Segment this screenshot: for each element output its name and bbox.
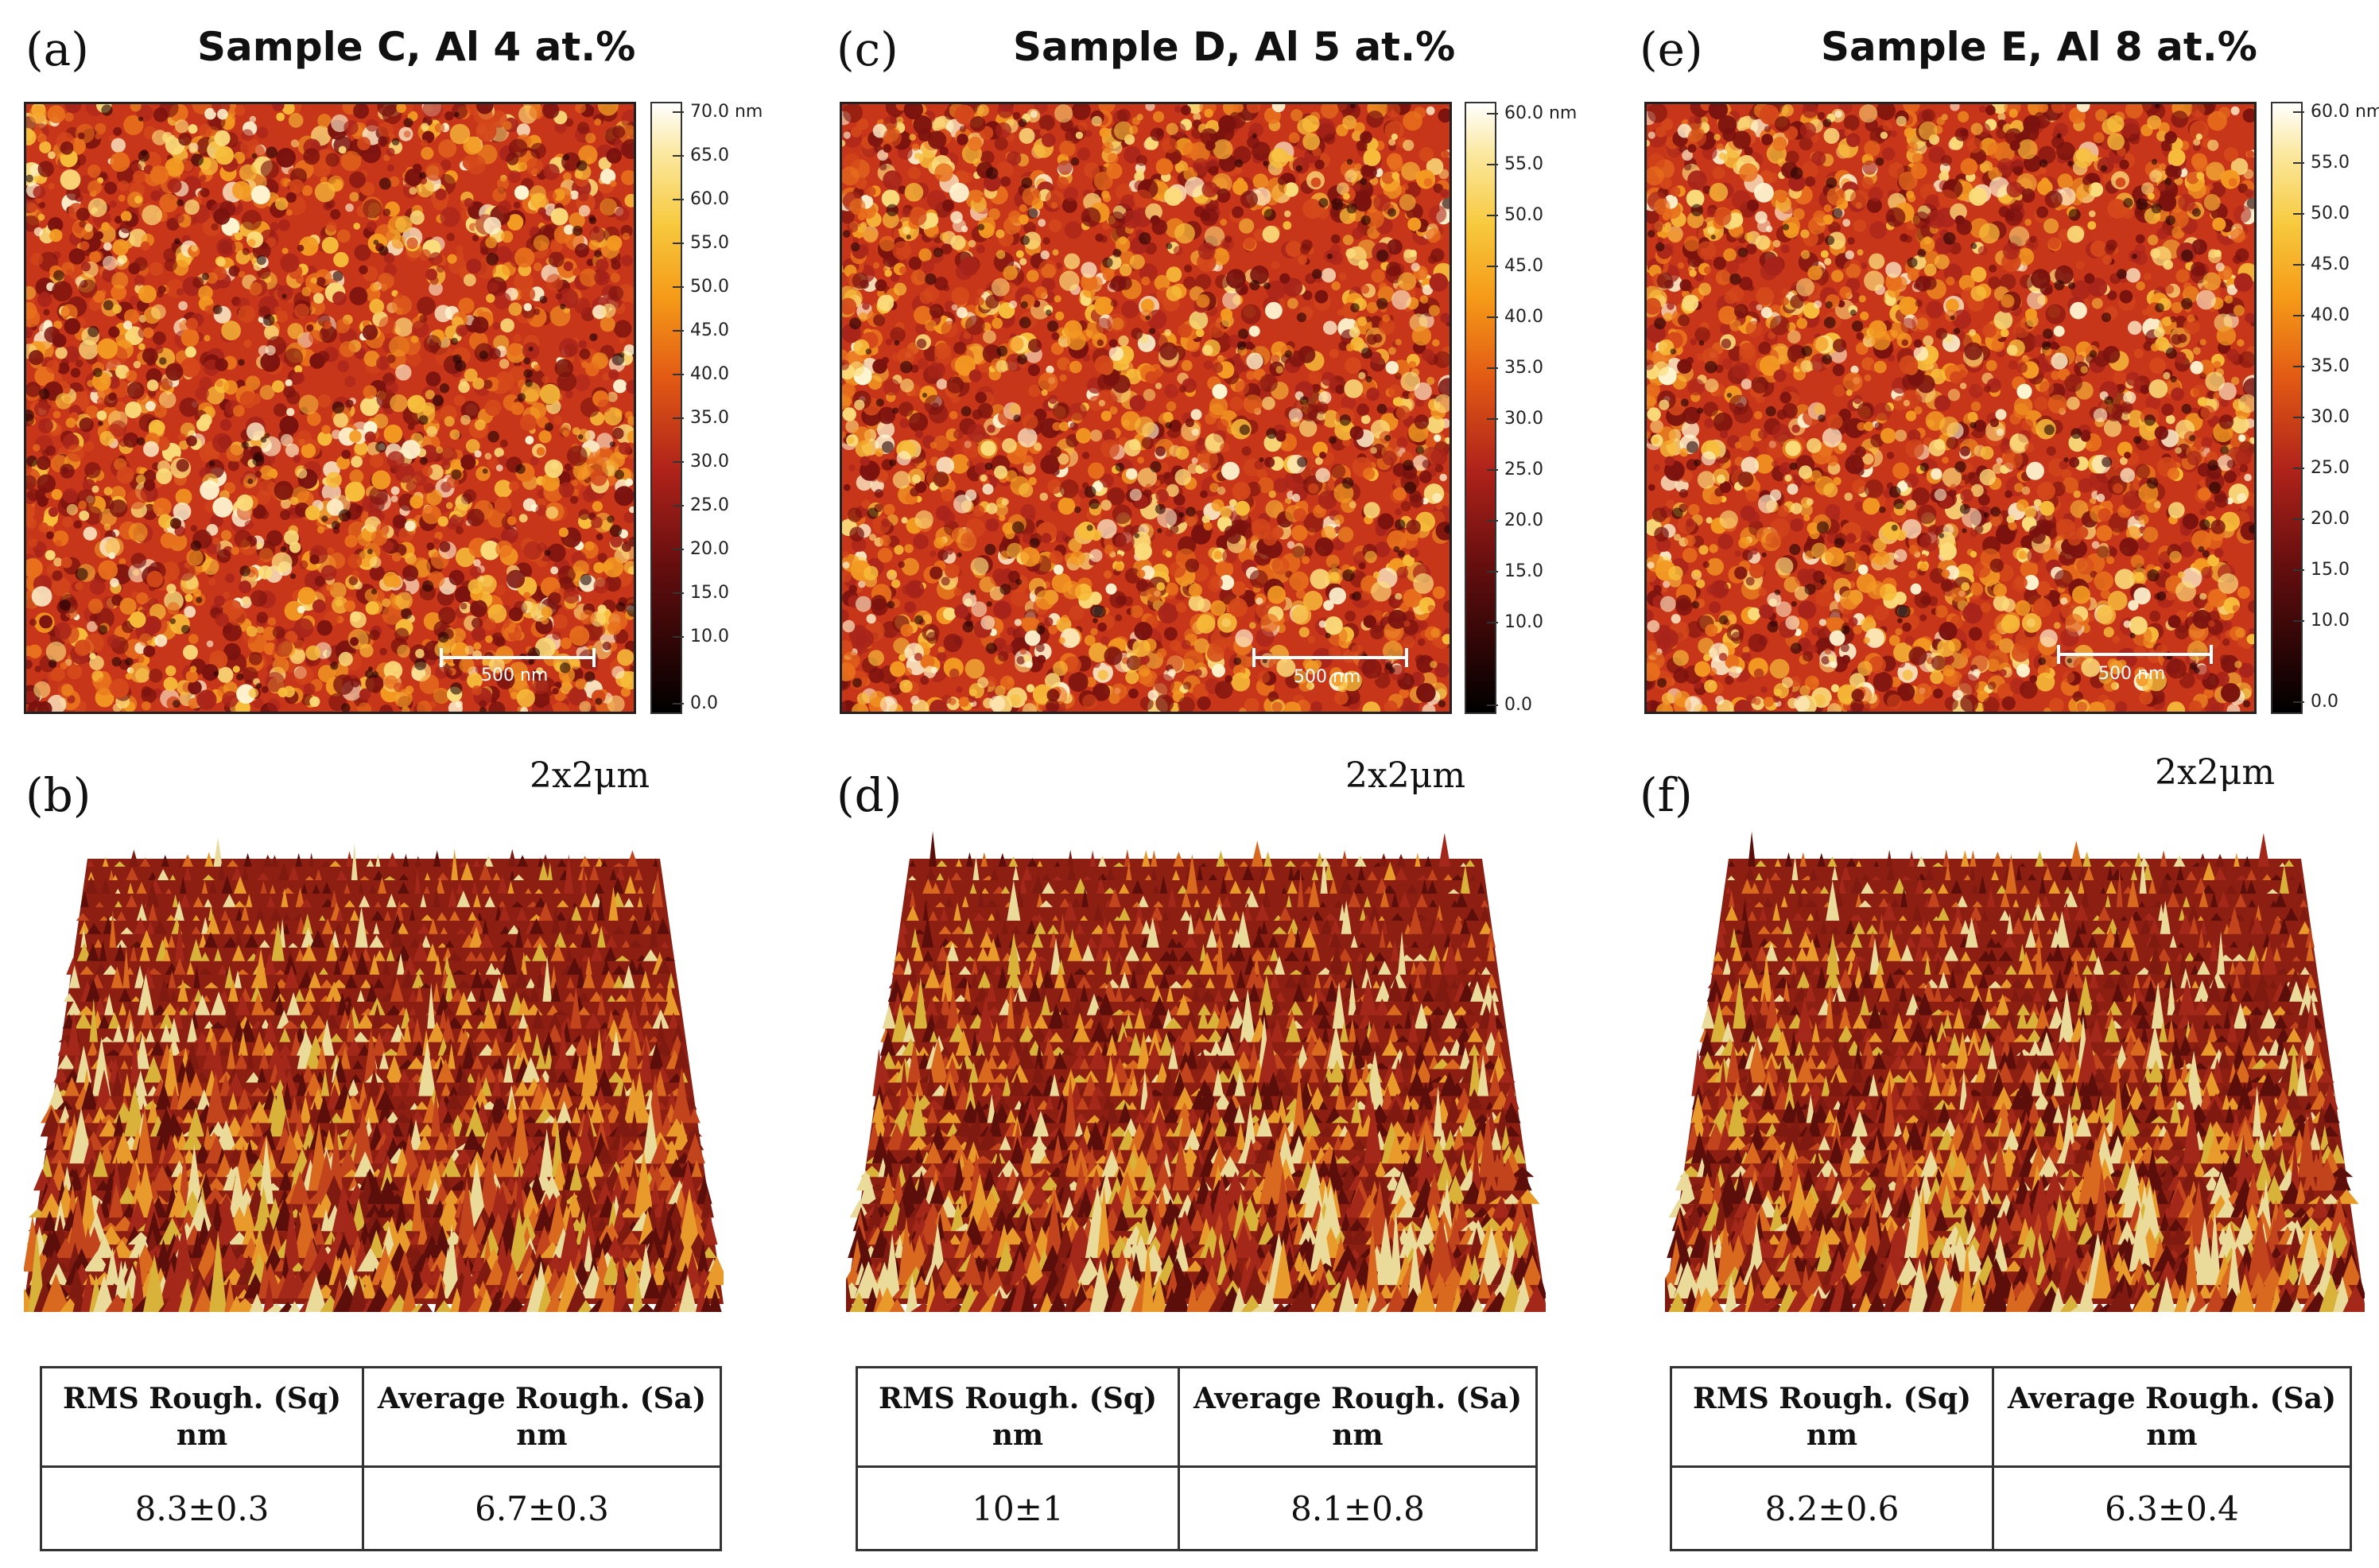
colorbar-tick: 30.0 [673, 452, 729, 472]
colorbar-tick: 40.0 [1487, 307, 1543, 327]
colorbar-tick: 0.0 [2293, 692, 2338, 712]
panel-label-a: (a) [25, 22, 89, 76]
scan-size-label: 2x2μm [530, 755, 650, 796]
colorbar-tick: 35.0 [1487, 358, 1543, 378]
scale-bar-label: 500 nm [2098, 664, 2166, 684]
afm-3d-surface [846, 831, 1546, 1312]
afm-height-map: 500 nm [840, 102, 1452, 714]
panel-label-d: (d) [836, 768, 902, 822]
avg-value: 8.1±0.8 [1178, 1465, 1538, 1551]
colorbar-tick: 65.0 [673, 146, 729, 165]
scale-bar-label: 500 nm [1294, 667, 1361, 687]
colorbar-tick: 40.0 [673, 364, 729, 384]
colorbar-tick: 35.0 [2293, 356, 2350, 376]
colorbar-tick: 45.0 [673, 320, 729, 340]
avg-value: 6.7±0.3 [362, 1465, 722, 1551]
colorbar-tick: 50.0 [2293, 204, 2350, 223]
colorbar-tick: 50.0 [673, 277, 729, 297]
color-scale-bar [2271, 102, 2303, 714]
panel-label-b: (b) [25, 768, 91, 822]
rms-value: 8.3±0.3 [40, 1465, 364, 1551]
panel-title: Sample D, Al 5 at.% [1013, 24, 1456, 70]
colorbar-tick: 70.0 nm [672, 102, 763, 122]
colorbar-tick: 25.0 [673, 495, 729, 515]
avg-header: Average Rough. (Sa) nm [362, 1366, 722, 1468]
rms-header: RMS Rough. (Sq) nm [40, 1366, 364, 1468]
rms-header: RMS Rough. (Sq) nm [856, 1366, 1180, 1468]
colorbar-tick: 10.0 [1487, 612, 1543, 632]
colorbar-tick: 10.0 [2293, 611, 2350, 631]
avg-value: 6.3±0.4 [1992, 1465, 2352, 1551]
colorbar-tick: 60.0 nm [2292, 102, 2379, 122]
colorbar-tick: 45.0 [2293, 254, 2350, 274]
colorbar-tick: 55.0 [2293, 153, 2350, 173]
panel-column-2: (c) Sample D, Al 5 at.% 500 nm 60.0 nm 5… [814, 0, 1577, 1568]
colorbar-tick: 35.0 [673, 408, 729, 428]
panel-label-e: (e) [1640, 22, 1703, 76]
rms-header: RMS Rough. (Sq) nm [1670, 1366, 1994, 1468]
colorbar-tick: 20.0 [2293, 509, 2350, 529]
colorbar-tick: 15.0 [673, 583, 729, 603]
colorbar-tick: 40.0 [2293, 305, 2350, 325]
colorbar-tick: 0.0 [673, 693, 718, 713]
colorbar-tick: 25.0 [1487, 460, 1543, 479]
colorbar-tick: 20.0 [673, 539, 729, 559]
color-scale-bar [650, 102, 682, 714]
colorbar-tick: 55.0 [1487, 154, 1543, 174]
scale-bar [440, 648, 596, 667]
scan-size-label: 2x2μm [1345, 755, 1466, 796]
colorbar-tick: 55.0 [673, 233, 729, 253]
colorbar-tick: 20.0 [1487, 510, 1543, 530]
color-scale-bar [1465, 102, 1496, 714]
afm-height-map: 500 nm [24, 102, 636, 714]
colorbar-tick: 15.0 [2293, 560, 2350, 580]
scan-size-label: 2x2μm [2155, 752, 2276, 793]
roughness-table: RMS Rough. (Sq) nm Average Rough. (Sa) n… [856, 1366, 1538, 1551]
colorbar-tick: 30.0 [2293, 407, 2350, 427]
panel-column-3: (e) Sample E, Al 8 at.% 500 nm 60.0 nm 5… [1617, 0, 2379, 1568]
colorbar-tick: 50.0 [1487, 205, 1543, 225]
colorbar-tick: 30.0 [1487, 409, 1543, 429]
avg-header: Average Rough. (Sa) nm [1992, 1366, 2352, 1468]
roughness-table: RMS Rough. (Sq) nm Average Rough. (Sa) n… [40, 1366, 722, 1551]
rms-value: 10±1 [856, 1465, 1180, 1551]
colorbar-tick: 60.0 nm [1486, 103, 1578, 123]
afm-height-map: 500 nm [1644, 102, 2257, 714]
colorbar-tick: 15.0 [1487, 561, 1543, 581]
panel-title: Sample C, Al 4 at.% [197, 24, 636, 70]
panel-label-c: (c) [836, 22, 898, 76]
colorbar-tick: 0.0 [1487, 695, 1532, 715]
avg-header: Average Rough. (Sa) nm [1178, 1366, 1538, 1468]
colorbar-tick: 45.0 [1487, 256, 1543, 276]
scale-bar-label: 500 nm [481, 666, 549, 685]
panel-label-f: (f) [1640, 768, 1693, 822]
afm-3d-surface [24, 837, 724, 1312]
roughness-table: RMS Rough. (Sq) nm Average Rough. (Sa) n… [1670, 1366, 2352, 1551]
scale-bar [2057, 645, 2213, 664]
scale-bar [1252, 648, 1408, 667]
afm-3d-surface [1665, 831, 2365, 1312]
colorbar-tick: 10.0 [673, 627, 729, 646]
rms-value: 8.2±0.6 [1670, 1465, 1994, 1551]
colorbar-tick: 25.0 [2293, 458, 2350, 478]
panel-title: Sample E, Al 8 at.% [1821, 24, 2257, 70]
colorbar-tick: 60.0 [673, 189, 729, 209]
panel-column-1: (a) Sample C, Al 4 at.% 500 nm 70.0 nm 6… [0, 0, 763, 1568]
